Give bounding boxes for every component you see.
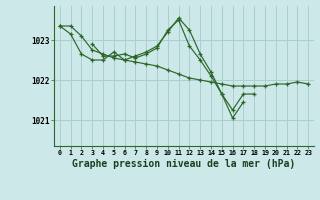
X-axis label: Graphe pression niveau de la mer (hPa): Graphe pression niveau de la mer (hPa) [72,159,296,169]
